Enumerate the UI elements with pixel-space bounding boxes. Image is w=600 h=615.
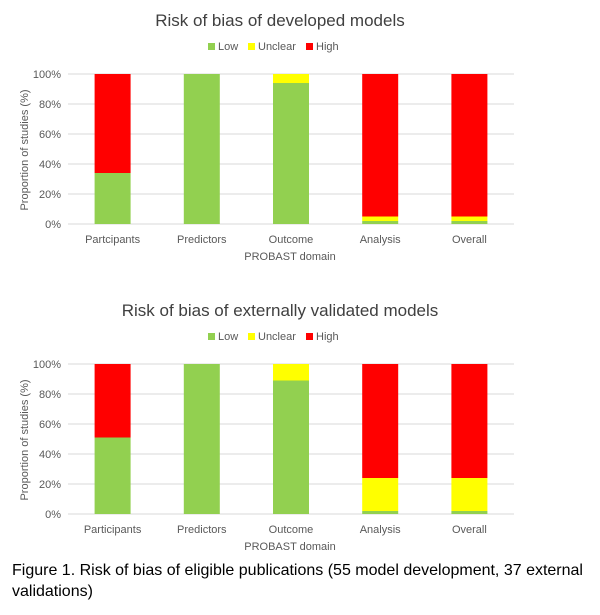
bar-partcipants-low	[94, 173, 131, 224]
x-tick-label: Partcipants	[85, 234, 141, 246]
legend-label-low: Low	[218, 331, 238, 343]
x-tick-label: Analysis	[360, 524, 401, 536]
bar-analysis-high	[362, 74, 399, 217]
bar-analysis-low	[362, 221, 399, 224]
x-axis-ticks: Participants Predictors Outcome Analysis Ove…	[84, 524, 487, 536]
x-tick-label: Predictors	[177, 524, 227, 536]
chart-developed-models: Risk of bias of developed models Low Uncl…	[19, 11, 514, 263]
x-tick-label: Analysis	[360, 234, 401, 246]
x-axis-ticks: Partcipants Predictors Outcome Analysis Over…	[85, 234, 487, 246]
y-tick-label: 100%	[33, 359, 61, 371]
y-tick-label: 0%	[45, 509, 61, 521]
y-axis-title: Proportion of studies (%)	[19, 89, 31, 210]
bar-analysis-low	[362, 511, 399, 514]
y-axis-ticks: 0% 20% 40% 60% 80% 100%	[33, 359, 61, 521]
y-tick-label: 40%	[39, 159, 61, 171]
bar-overall-high	[451, 74, 488, 217]
y-tick-label: 20%	[39, 189, 61, 201]
bar-participants-high	[94, 364, 131, 438]
legend-label-high: High	[316, 41, 339, 53]
chart-legend: Low Unclear High	[208, 331, 339, 343]
legend-swatch-low	[208, 333, 215, 340]
x-axis-title: PROBAST domain	[244, 251, 336, 263]
legend-label-unclear: Unclear	[258, 331, 296, 343]
y-tick-label: 40%	[39, 449, 61, 461]
bar-outcome-low	[273, 380, 309, 514]
chart-title: Risk of bias of externally validated mod…	[122, 301, 439, 320]
bar-overall-high	[451, 364, 488, 478]
y-tick-label: 60%	[39, 129, 61, 141]
chart-title: Risk of bias of developed models	[155, 11, 404, 30]
bar-outcome-unclear	[273, 74, 309, 83]
bar-outcome-unclear	[273, 364, 309, 381]
bar-outcome-low	[273, 83, 309, 224]
bar-partcipants-high	[94, 74, 131, 173]
bar-participants-low	[94, 437, 131, 514]
x-tick-label: Overall	[452, 524, 487, 536]
legend-swatch-high	[306, 43, 313, 50]
bar-predictors-low	[183, 74, 220, 224]
chart-externally-validated-models: Risk of bias of externally validated mod…	[19, 301, 514, 553]
legend-label-low: Low	[218, 41, 238, 53]
y-tick-label: 20%	[39, 479, 61, 491]
y-axis-ticks: 0% 20% 40% 60% 80% 100%	[33, 69, 61, 231]
x-tick-label: Predictors	[177, 234, 227, 246]
bar-overall-unclear	[451, 478, 488, 511]
x-axis-title: PROBAST domain	[244, 541, 336, 553]
y-tick-label: 0%	[45, 219, 61, 231]
y-tick-label: 60%	[39, 419, 61, 431]
chart-bars	[94, 364, 488, 514]
y-tick-label: 80%	[39, 389, 61, 401]
x-tick-label: Outcome	[269, 524, 314, 536]
bar-overall-low	[451, 221, 488, 224]
y-tick-label: 80%	[39, 99, 61, 111]
legend-swatch-unclear	[248, 43, 255, 50]
bar-overall-low	[451, 511, 488, 514]
bar-overall-unclear	[451, 216, 488, 221]
chart-legend: Low Unclear High	[208, 41, 339, 53]
y-axis-title: Proportion of studies (%)	[19, 379, 31, 500]
legend-swatch-high	[306, 333, 313, 340]
figure-caption: Figure 1. Risk of bias of eligible publi…	[12, 562, 583, 600]
legend-label-unclear: Unclear	[258, 41, 296, 53]
bar-analysis-unclear	[362, 478, 399, 511]
chart-bars	[94, 74, 488, 224]
legend-swatch-low	[208, 43, 215, 50]
legend-swatch-unclear	[248, 333, 255, 340]
y-tick-label: 100%	[33, 69, 61, 81]
bar-predictors-low	[183, 364, 220, 514]
x-tick-label: Outcome	[269, 234, 314, 246]
legend-label-high: High	[316, 331, 339, 343]
x-tick-label: Participants	[84, 524, 142, 536]
bar-analysis-high	[362, 364, 399, 478]
x-tick-label: Overall	[452, 234, 487, 246]
bar-analysis-unclear	[362, 216, 399, 221]
